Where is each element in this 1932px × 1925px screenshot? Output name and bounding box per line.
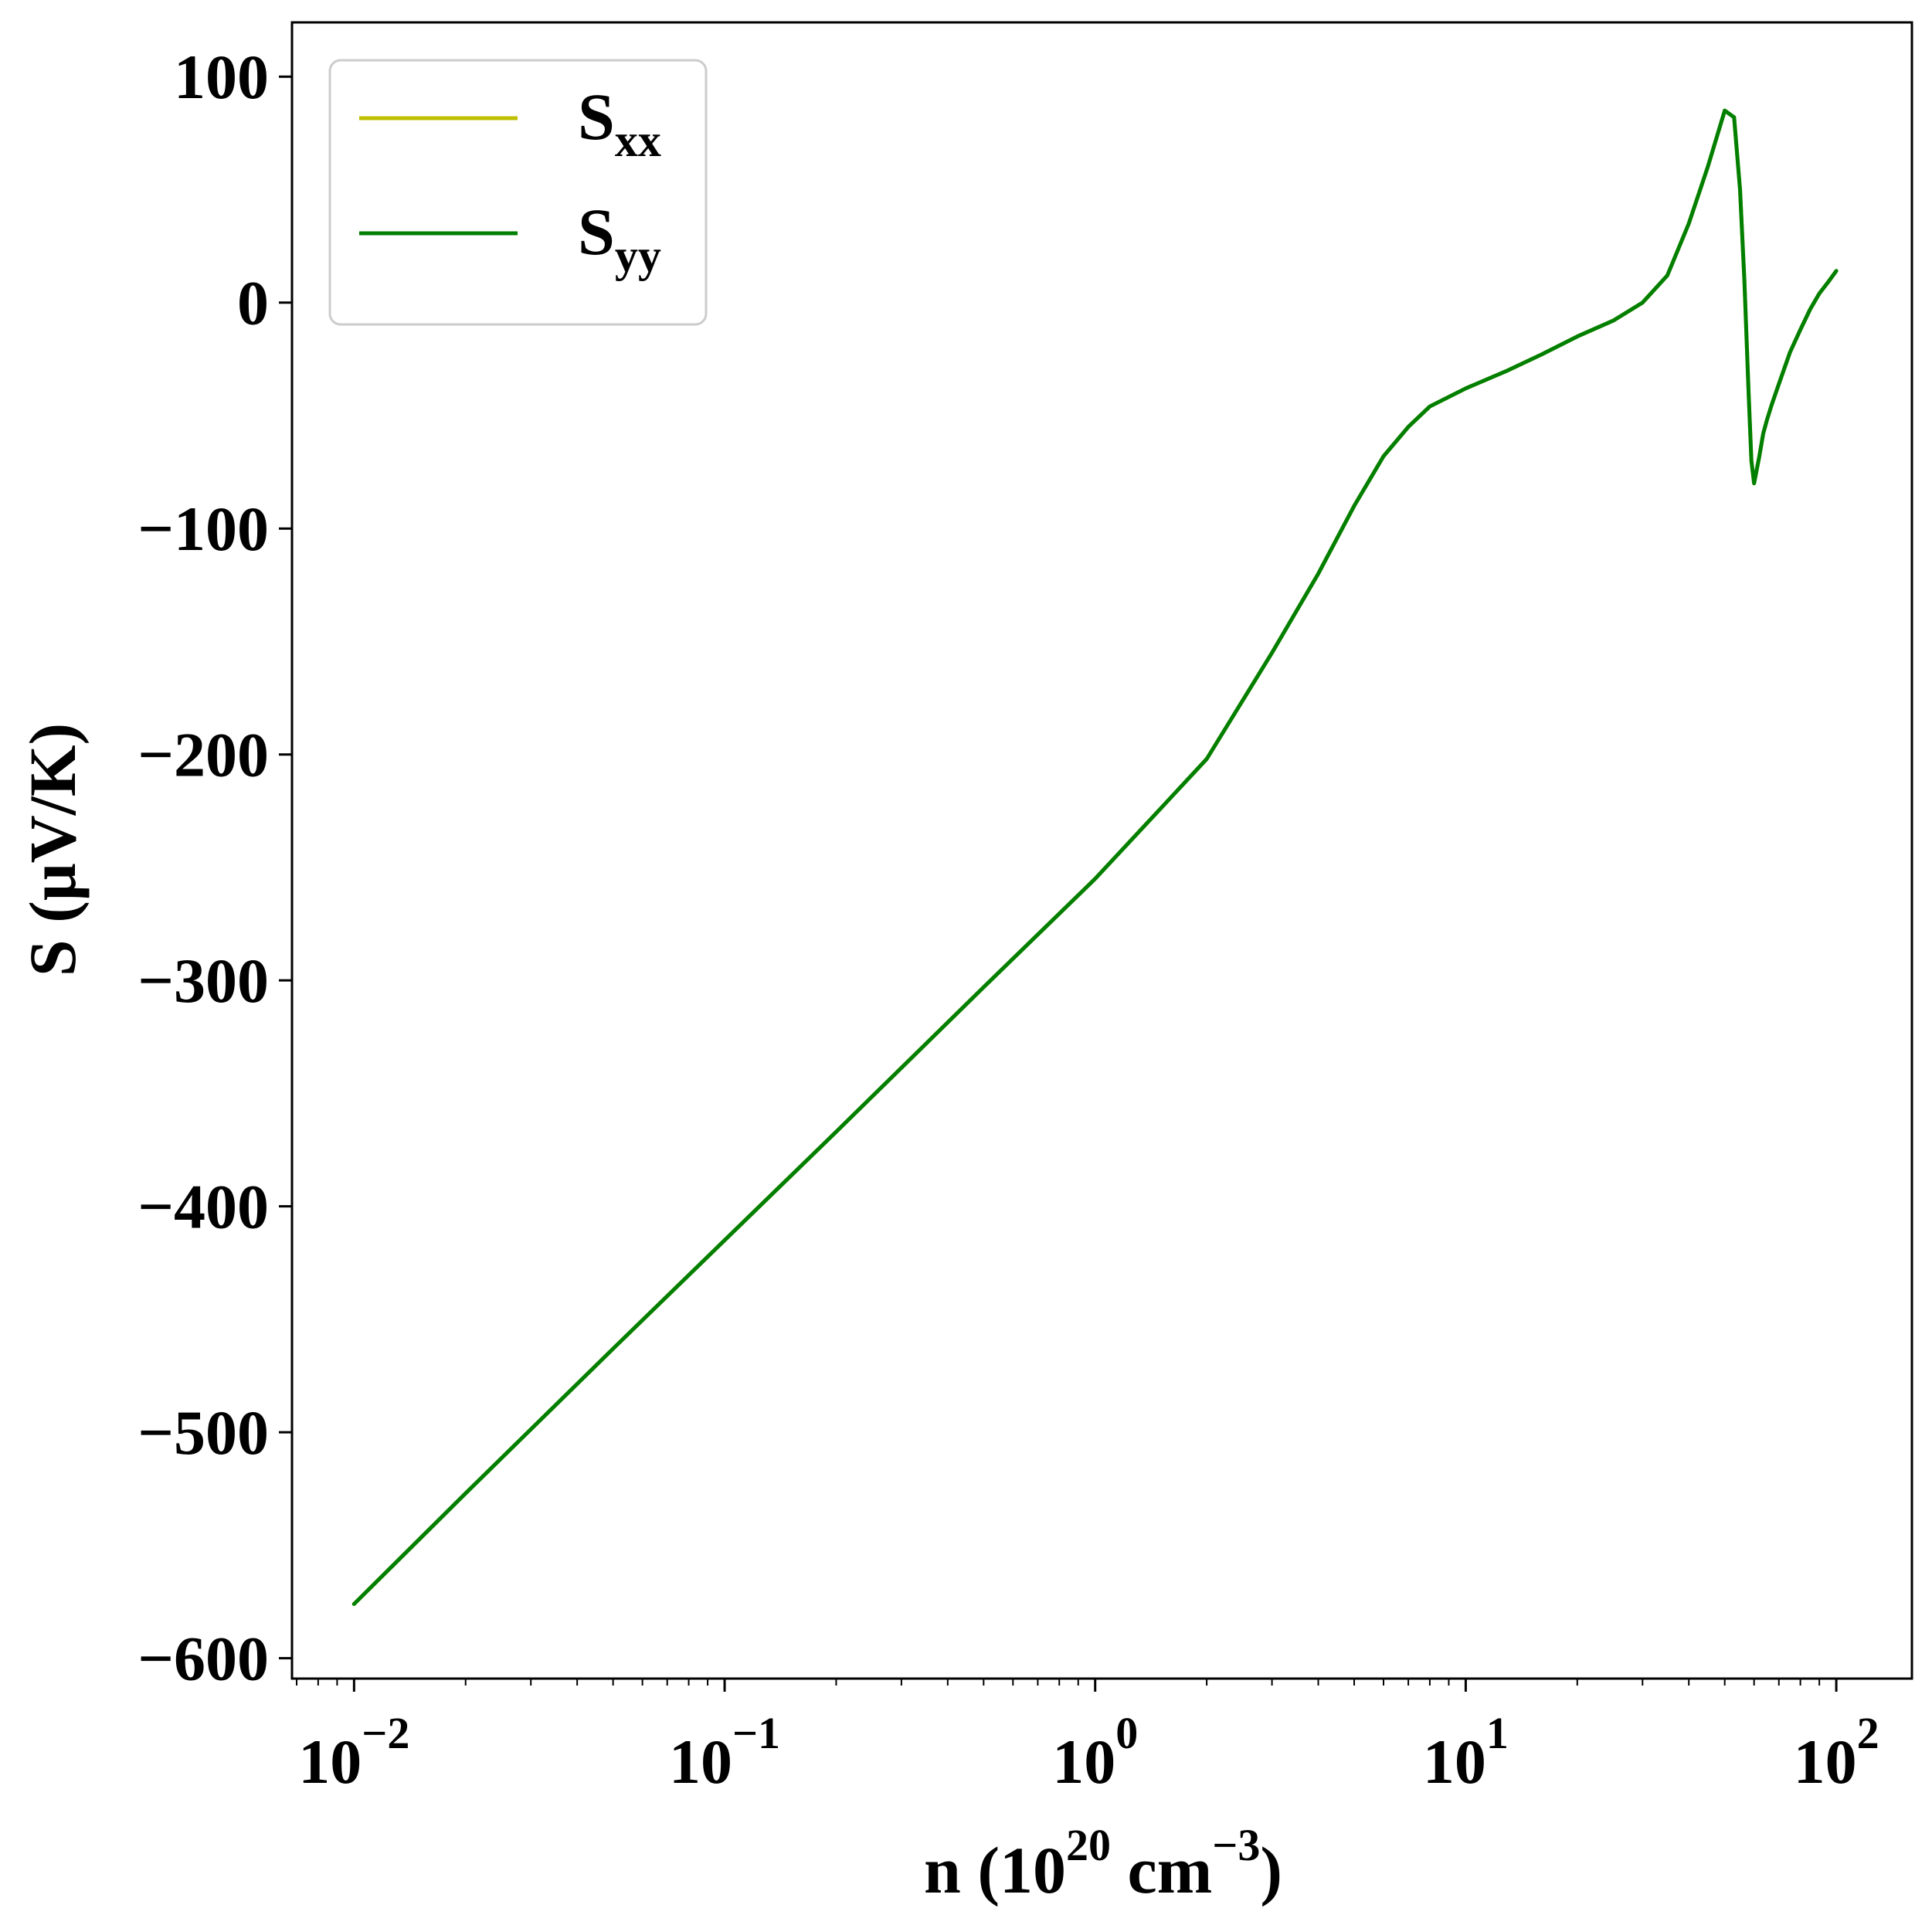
x-axis-title-prefix: n (10 [924,1833,1066,1907]
legend-label-base: S [578,80,615,154]
x-tick-exponent: −1 [732,1708,780,1758]
x-tick-base: 10 [669,1726,732,1797]
x-tick-label: 100 [1052,1708,1138,1797]
y-tick-label: 100 [174,42,269,112]
x-tick-exponent: −2 [362,1708,409,1758]
y-tick-label: −500 [138,1397,269,1468]
x-tick-label: 10−1 [669,1708,780,1797]
legend-box [328,59,708,326]
y-tick-label: −600 [138,1624,269,1694]
x-axis-title: n (1020 cm−3) [924,1820,1282,1907]
legend-label: Sxx [578,80,661,166]
x-tick-base: 10 [1052,1726,1115,1797]
legend-label-base: S [578,195,615,269]
y-tick-label: −100 [138,494,269,564]
y-tick-label: −200 [138,720,269,790]
x-tick-exponent: 2 [1857,1708,1879,1758]
x-axis-title-suffix: ) [1260,1833,1282,1907]
x-axis-title-exp2: −3 [1212,1820,1260,1870]
x-axis: 10−2 10−1 100 101 102 [296,1679,1879,1797]
series-line-s-yy [351,108,1839,1606]
plot-lines [351,108,1839,1606]
plot-frame [290,21,1913,1680]
y-tick-label: 0 [237,268,269,338]
y-axis-title: S (μV/K) [15,723,90,976]
x-tick-label: 101 [1423,1708,1509,1797]
x-tick-base: 10 [1423,1726,1486,1797]
y-tick-label: −400 [138,1172,269,1242]
x-tick-label: 102 [1794,1708,1879,1797]
x-tick-base: 10 [1794,1726,1857,1797]
x-tick-base: 10 [298,1726,362,1797]
legend-label: Syy [578,195,661,281]
y-axis: 100 0 −100 −200 −300 −400 −500 −600 [138,42,292,1694]
x-tick-label: 10−2 [298,1708,409,1797]
legend-label-subscript: yy [615,230,661,281]
legend-label-subscript: xx [615,115,661,166]
x-axis-title-exp1: 20 [1066,1820,1111,1870]
x-tick-exponent: 0 [1115,1708,1138,1758]
x-axis-title-mid: cm [1111,1833,1212,1907]
x-tick-exponent: 1 [1486,1708,1509,1758]
y-tick-label: −300 [138,946,269,1016]
